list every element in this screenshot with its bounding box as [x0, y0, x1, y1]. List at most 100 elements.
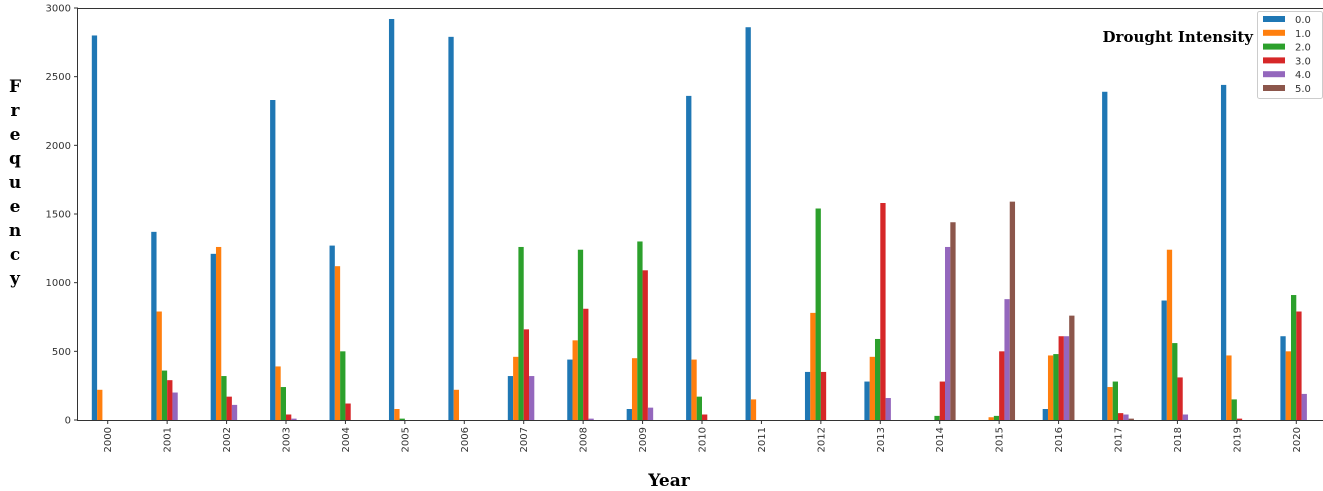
- legend-swatch-2.0: [1263, 43, 1285, 50]
- legend-label: 3.0: [1295, 56, 1311, 67]
- bar-2016-4.0: [1063, 336, 1070, 420]
- y-axis-title-letter: y: [9, 269, 21, 289]
- bar-2019-2.0: [1231, 399, 1237, 420]
- bar-2005-1.0: [394, 409, 400, 420]
- x-tick-label: 2020: [1292, 427, 1303, 452]
- bar-2009-4.0: [647, 407, 654, 420]
- bar-2004-1.0: [334, 266, 341, 420]
- bar-2002-3.0: [226, 396, 232, 420]
- x-tick-label: 2013: [876, 427, 887, 452]
- bar-2005-0.0: [388, 18, 395, 421]
- bar-2006-1.0: [453, 389, 459, 420]
- bar-2011-0.0: [745, 27, 751, 420]
- bar-2016-3.0: [1058, 336, 1064, 420]
- bar-2013-3.0: [880, 203, 886, 420]
- bar-2004-2.0: [340, 351, 346, 420]
- y-axis-title-letter: c: [10, 245, 20, 265]
- bar-2009-2.0: [637, 241, 643, 420]
- legend-title: Drought Intensity: [1103, 28, 1255, 46]
- bar-2008-2.0: [577, 249, 584, 420]
- y-axis: 0 500 1000 1500 2000 2500 3000: [46, 4, 78, 427]
- x-tick-label: 2010: [698, 427, 709, 452]
- bar-2003-1.0: [275, 366, 281, 420]
- bar-2003-4.0: [291, 418, 297, 420]
- bar-2001-1.0: [156, 311, 162, 420]
- y-tick-label: 1000: [46, 278, 71, 289]
- legend-swatch-5.0: [1263, 85, 1285, 91]
- x-axis-title: Year: [647, 471, 690, 491]
- bar-2020-4.0: [1301, 393, 1307, 420]
- bar-2004-3.0: [345, 403, 351, 420]
- bar-2017-0.0: [1102, 91, 1108, 421]
- bar-2016-2.0: [1053, 354, 1059, 420]
- bar-2007-2.0: [518, 246, 524, 420]
- y-tick-label: 2500: [46, 72, 71, 83]
- bar-2007-0.0: [507, 376, 514, 420]
- legend-swatch-4.0: [1263, 71, 1285, 78]
- bar-2019-0.0: [1220, 84, 1227, 420]
- bar-2015-2.0: [993, 415, 1000, 420]
- legend: 0.0 1.0 2.0 3.0 4.0 5.0: [1257, 11, 1323, 99]
- bar-2003-2.0: [280, 387, 286, 420]
- bar-2001-3.0: [167, 380, 173, 420]
- y-axis-title-letter: u: [9, 173, 21, 193]
- bar-2002-1.0: [215, 246, 222, 420]
- y-tick-label: 1500: [46, 210, 71, 221]
- bar-2004-0.0: [329, 245, 335, 420]
- bar-2019-1.0: [1226, 355, 1232, 420]
- legend-label: 2.0: [1295, 43, 1311, 54]
- bar-2008-3.0: [583, 308, 589, 420]
- y-axis-title-letter: q: [9, 149, 21, 169]
- bar-2012-1.0: [810, 312, 816, 420]
- bar-2010-1.0: [691, 359, 697, 420]
- bar-2007-4.0: [529, 376, 535, 420]
- bar-2016-0.0: [1042, 409, 1048, 420]
- bar-2003-3.0: [286, 414, 292, 420]
- y-axis-title-letter: e: [10, 125, 21, 145]
- bar-2015-3.0: [999, 351, 1005, 420]
- y-axis-title-letter: r: [11, 101, 21, 121]
- y-tick-label: 0: [65, 416, 71, 427]
- y-axis-title-letter: n: [9, 221, 21, 241]
- bar-2018-1.0: [1166, 249, 1173, 420]
- x-tick-label: 2014: [935, 427, 946, 452]
- bar-2008-0.0: [567, 359, 573, 420]
- bar-2009-3.0: [642, 270, 648, 420]
- x-tick-label: 2002: [222, 427, 233, 452]
- bar-2018-2.0: [1172, 343, 1178, 420]
- bar-2009-0.0: [626, 409, 632, 420]
- x-tick-label: 2008: [579, 427, 590, 452]
- bar-2015-4.0: [1004, 299, 1010, 420]
- bar-2013-1.0: [869, 356, 875, 420]
- bar-2002-2.0: [221, 376, 227, 420]
- x-tick-label: 2001: [163, 427, 174, 452]
- x-tick-label: 2018: [1173, 427, 1184, 452]
- bar-2017-3.0: [1118, 413, 1124, 420]
- bar-2014-3.0: [939, 381, 946, 420]
- bar-2007-3.0: [523, 329, 530, 420]
- bar-2015-5.0: [1009, 201, 1016, 420]
- x-axis: 2000 2001 2002 2003 2004 2005 2006 2007 2008 2009…: [103, 420, 1303, 452]
- bar-2018-3.0: [1177, 377, 1183, 420]
- bar-2017-1.0: [1107, 387, 1113, 420]
- bar-2000-1.0: [97, 389, 103, 420]
- bar-2006-0.0: [448, 36, 454, 421]
- bar-2020-3.0: [1296, 311, 1302, 420]
- bar-2017-5.0: [1128, 418, 1134, 420]
- bar-2009-1.0: [631, 358, 638, 420]
- bar-2015-1.0: [988, 417, 994, 420]
- bar-2020-1.0: [1285, 351, 1291, 420]
- legend-label: 0.0: [1295, 15, 1311, 26]
- x-tick-label: 2017: [1114, 427, 1125, 452]
- x-tick-label: 2016: [1054, 427, 1065, 452]
- bar-2008-1.0: [572, 340, 578, 420]
- bar-2011-1.0: [750, 399, 757, 420]
- y-tick-label: 3000: [46, 4, 71, 15]
- bars-group: [91, 18, 1307, 421]
- bar-2013-4.0: [885, 398, 891, 420]
- bar-2014-4.0: [945, 246, 951, 420]
- bar-2001-2.0: [161, 370, 168, 420]
- bar-2016-1.0: [1047, 355, 1054, 420]
- legend-swatch-0.0: [1263, 16, 1285, 22]
